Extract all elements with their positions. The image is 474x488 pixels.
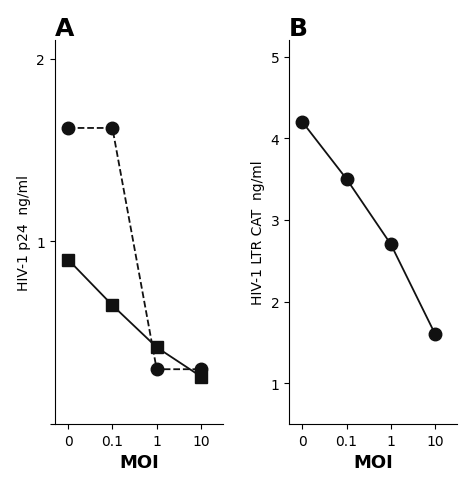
Y-axis label: HIV-1 p24  ng/ml: HIV-1 p24 ng/ml bbox=[17, 175, 31, 290]
Y-axis label: HIV-1 LTR CAT  ng/ml: HIV-1 LTR CAT ng/ml bbox=[251, 161, 265, 305]
Text: B: B bbox=[289, 17, 308, 41]
X-axis label: MOI: MOI bbox=[353, 453, 393, 471]
X-axis label: MOI: MOI bbox=[119, 453, 159, 471]
Text: A: A bbox=[55, 17, 74, 41]
